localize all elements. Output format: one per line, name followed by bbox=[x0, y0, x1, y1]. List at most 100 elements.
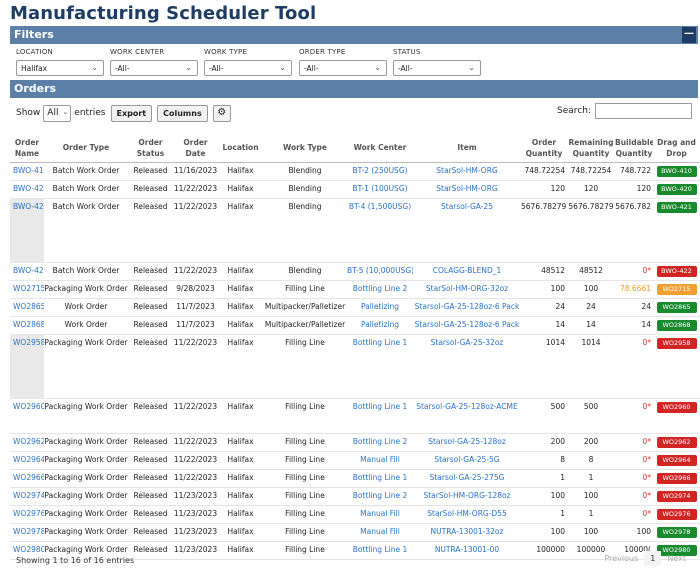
work-center-link[interactable]: Manual Fill bbox=[347, 523, 413, 542]
drag-badge[interactable]: WO2974 bbox=[656, 490, 697, 502]
settings-button[interactable]: ⚙ bbox=[212, 104, 231, 122]
work-center-link[interactable]: Bottling Line 1 bbox=[347, 541, 413, 560]
entries-select[interactable]: All ⌄ bbox=[43, 104, 72, 122]
filter-select[interactable]: -All- ⌄ bbox=[204, 60, 292, 76]
order-name-link[interactable]: WO2715 bbox=[10, 280, 44, 299]
export-button[interactable]: Export bbox=[110, 104, 153, 122]
item-link[interactable]: StarSol-HM-ORG-D55 bbox=[413, 505, 521, 524]
order-name-link[interactable]: BWO-422 bbox=[10, 262, 44, 281]
page-1-button[interactable]: 1 bbox=[644, 551, 662, 566]
order-name-link[interactable]: WO2964 bbox=[10, 451, 44, 470]
drag-badge[interactable]: WO2960 bbox=[656, 401, 697, 413]
column-header[interactable]: Remaining Quantity bbox=[567, 134, 615, 163]
column-header[interactable]: Work Type bbox=[263, 134, 347, 163]
column-header[interactable]: Drag and Drop bbox=[653, 134, 700, 163]
work-type: Filling Line bbox=[263, 398, 347, 434]
order-name-link[interactable]: WO2974 bbox=[10, 487, 44, 506]
order-name-link[interactable]: WO2960 bbox=[10, 398, 44, 434]
drag-badge[interactable]: WO2966 bbox=[656, 472, 697, 484]
work-center-link[interactable]: Bottling Line 1 bbox=[347, 334, 413, 399]
order-name-link[interactable]: BWO-410 bbox=[10, 162, 44, 181]
item-link[interactable]: Starsol-GA-25-5G bbox=[413, 451, 521, 470]
item-link[interactable]: Starsol-GA-25-32oz bbox=[413, 334, 521, 399]
order-name-link[interactable]: WO2966 bbox=[10, 469, 44, 488]
order-name-link[interactable]: WO2962 bbox=[10, 433, 44, 452]
order-name-link[interactable]: WO2978 bbox=[10, 523, 44, 542]
column-header[interactable]: Item bbox=[413, 134, 521, 163]
filter-select[interactable]: -All- ⌄ bbox=[110, 60, 198, 76]
work-center-link[interactable]: Palletizing bbox=[347, 316, 413, 335]
filter-select[interactable]: Halifax ⌄ bbox=[16, 60, 104, 76]
order-name-link[interactable]: WO2868 bbox=[10, 316, 44, 335]
item-link[interactable]: StarSol-HM-ORG-32oz bbox=[413, 280, 521, 299]
work-center-link[interactable]: Bottling Line 1 bbox=[347, 398, 413, 434]
column-header[interactable]: Buildable Quantity bbox=[615, 134, 653, 163]
drag-badge[interactable]: WO2868 bbox=[656, 319, 697, 331]
drag-badge[interactable]: WO2962 bbox=[656, 436, 697, 448]
work-center-link[interactable]: BT-4 (1,500USG) bbox=[347, 198, 413, 263]
column-header[interactable]: Order Quantity bbox=[521, 134, 567, 163]
column-header[interactable]: Location bbox=[218, 134, 263, 163]
order-name-link[interactable]: WO2958 bbox=[10, 334, 44, 399]
column-header[interactable]: Order Type bbox=[44, 134, 128, 163]
drag-badge[interactable]: BWO-422 bbox=[656, 265, 697, 277]
drag-badge[interactable]: WO2958 bbox=[656, 337, 697, 349]
item-link[interactable]: Starsol-GA-25-128oz bbox=[413, 433, 521, 452]
work-center-link[interactable]: Bottling Line 1 bbox=[347, 469, 413, 488]
column-header[interactable]: Order Name bbox=[10, 134, 44, 163]
columns-button[interactable]: Columns bbox=[157, 104, 208, 122]
drag-badge[interactable]: WO2865 bbox=[656, 301, 697, 313]
previous-page-button[interactable]: Previous bbox=[604, 554, 639, 563]
search-input[interactable] bbox=[595, 103, 692, 119]
column-header[interactable]: Order Status bbox=[128, 134, 173, 163]
work-center-link[interactable]: BT-1 (100USG) bbox=[347, 180, 413, 199]
work-type: Blending bbox=[263, 262, 347, 281]
work-center-link[interactable]: Bottling Line 2 bbox=[347, 280, 413, 299]
table-row: WO2966 Packaging Work Order Released 11/22/… bbox=[10, 469, 700, 488]
order-name-link[interactable]: WO2976 bbox=[10, 505, 44, 524]
work-center-link[interactable]: BT-2 (250USG) bbox=[347, 162, 413, 181]
item-link[interactable]: Starsol-GA-25 bbox=[413, 198, 521, 263]
remaining-quantity: 120 bbox=[567, 180, 615, 199]
collapse-filters-button[interactable]: — bbox=[682, 27, 696, 43]
work-center-link[interactable]: Manual Fill bbox=[347, 451, 413, 470]
drag-badge[interactable]: BWO-420 bbox=[656, 183, 697, 195]
filter-select[interactable]: -All- ⌄ bbox=[299, 60, 387, 76]
next-page-button[interactable]: Next bbox=[667, 554, 686, 563]
column-header[interactable]: Order Date bbox=[173, 134, 218, 163]
order-type: Work Order bbox=[44, 298, 128, 317]
item-link[interactable]: Starsol-GA-25-275G bbox=[413, 469, 521, 488]
drag-badge[interactable]: WO2964 bbox=[656, 454, 697, 466]
work-center-link[interactable]: Palletizing bbox=[347, 298, 413, 317]
drag-badge[interactable]: WO2978 bbox=[656, 526, 697, 538]
drag-badge[interactable]: BWO-410 bbox=[656, 165, 697, 177]
order-status: Released bbox=[128, 262, 173, 281]
work-center-link[interactable]: Manual Fill bbox=[347, 505, 413, 524]
table-row: WO2868 Work Order Released 11/7/2023 Halifax… bbox=[10, 316, 700, 335]
chevron-down-icon: ⌄ bbox=[468, 63, 475, 72]
item-link[interactable]: Starsol-GA-25-128oz-6 Pack bbox=[413, 316, 521, 335]
column-header[interactable]: Work Center bbox=[347, 134, 413, 163]
remaining-quantity: 100000 bbox=[567, 541, 615, 560]
item-link[interactable]: NUTRA-13001-32oz bbox=[413, 523, 521, 542]
work-center-link[interactable]: Bottling Line 2 bbox=[347, 487, 413, 506]
item-link[interactable]: Starsol-GA-25-128oz-6 Pack bbox=[413, 298, 521, 317]
item-link[interactable]: Starsol-GA-25-128oz-ACME bbox=[413, 398, 521, 434]
order-name-link[interactable]: BWO-421 bbox=[10, 198, 44, 263]
order-name-link[interactable]: BWO-420 bbox=[10, 180, 44, 199]
drag-badge[interactable]: WO2715 bbox=[656, 283, 697, 295]
drag-badge[interactable]: WO2980 bbox=[656, 544, 697, 556]
drag-badge[interactable]: BWO-421 bbox=[656, 201, 697, 213]
item-link[interactable]: COLAGG-BLEND_1 bbox=[413, 262, 521, 281]
work-center-link[interactable]: BT-5 (10,000USG) bbox=[347, 262, 413, 281]
work-center-link[interactable]: Bottling Line 2 bbox=[347, 433, 413, 452]
item-link[interactable]: NUTRA-13001-00 bbox=[413, 541, 521, 560]
item-link[interactable]: StarSol-HM-ORG bbox=[413, 180, 521, 199]
drag-badge[interactable]: WO2976 bbox=[656, 508, 697, 520]
order-name-link[interactable]: WO2865 bbox=[10, 298, 44, 317]
filter-label: STATUS bbox=[393, 48, 421, 56]
filter-select[interactable]: -All- ⌄ bbox=[393, 60, 481, 76]
item-link[interactable]: StarSol-HM-ORG bbox=[413, 162, 521, 181]
order-name-link[interactable]: WO2980 bbox=[10, 541, 44, 560]
item-link[interactable]: StarSol-HM-ORG-128oz bbox=[413, 487, 521, 506]
